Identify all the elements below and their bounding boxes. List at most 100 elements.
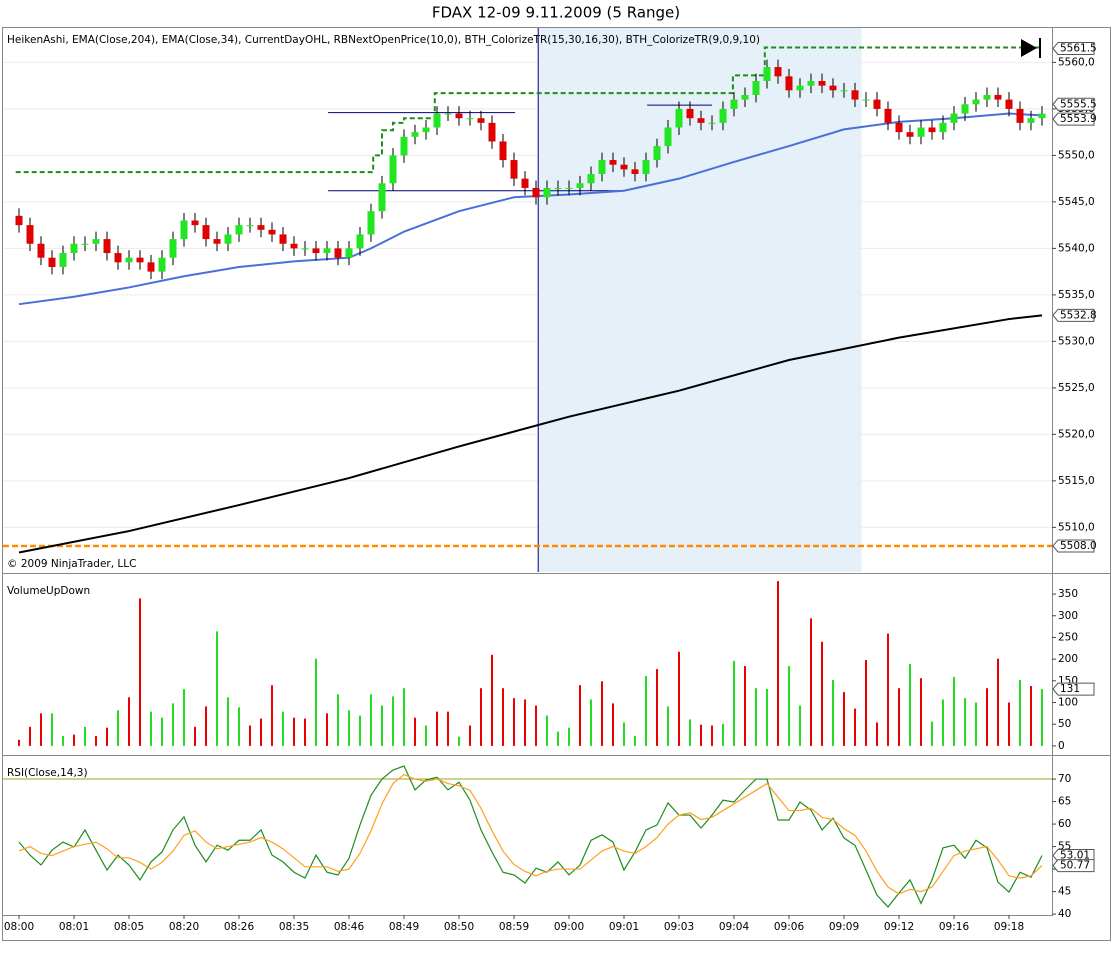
candle-body [488,122,496,142]
axes: 5510,0 5515,0 5520,0 5525,0 5530,0 5535,0 5540… [4,41,1097,933]
volume-bar [128,697,130,746]
candle-body [884,108,892,123]
candle-body [103,239,111,254]
candle-body [741,94,749,100]
volume-bar [326,713,328,746]
volume-bar [546,715,548,746]
volume-bar [62,735,64,746]
candle-body [664,127,672,147]
volume-bar [271,685,273,746]
volume-bar [304,718,306,746]
volume-bar [854,708,856,746]
volume-bar [139,598,141,746]
volume-bar [744,666,746,746]
volume-bar [788,666,790,746]
rsi-line [18,773,1043,895]
candle-body [444,113,452,115]
volume-bar [392,696,394,746]
y-tick-label: 5545,0 [1058,196,1095,208]
copyright: © 2009 NinjaTrader, LLC [7,558,136,570]
volume-bar [238,707,240,746]
volume-bar [887,633,889,746]
y-tick-label: 5540,0 [1058,242,1095,254]
y-tick-label: 70 [1058,773,1071,785]
volume-bar [843,692,845,746]
y-tick-label: 350 [1058,588,1078,600]
x-tick-label: 08:00 [4,921,34,933]
y-tick-label: 5550,0 [1058,149,1095,161]
volume-bar [601,681,603,746]
candle-body [169,239,177,258]
volume-bar [293,717,295,746]
volume-bar [667,706,669,746]
candle-body [961,104,969,114]
volume-bar [73,734,75,746]
price-flag-label: 131 [1060,683,1080,695]
volume-bar [579,685,581,746]
candle-body [367,211,375,235]
volume-bar [161,717,163,746]
price-flag-label: 5561.5 [1060,42,1097,54]
x-tick-label: 09:06 [774,921,805,933]
volume-bar [18,739,20,746]
candle-body [81,243,89,245]
volume-bar [1019,679,1021,746]
candle-body [246,225,254,227]
panel-label: RSI(Close,14,3) [7,767,88,779]
y-tick-label: 5530,0 [1058,335,1095,347]
volume-bar [766,689,768,746]
volume-bar [150,711,152,746]
volume-bar [480,688,482,746]
candle-body [565,187,573,189]
candle-body [37,243,45,258]
y-tick-label: 200 [1058,653,1078,665]
volume-bar [821,641,823,746]
candle-body [114,253,122,263]
volume-bar [414,717,416,746]
candle-body [59,253,67,267]
volume-bar [469,725,471,746]
frame [2,27,1111,941]
candle-body [510,160,518,179]
candle-body [829,85,837,91]
candle-body [521,178,529,188]
candle-body [323,248,331,254]
price-flag [1052,97,1095,111]
volume-bar [975,702,977,746]
price-flag [1052,539,1095,553]
y-tick-label: 65 [1058,796,1071,808]
candle-body [378,183,386,212]
panel-label: VolumeUpDown [7,585,90,597]
x-tick-label: 09:01 [609,921,639,933]
volume-bar [656,669,658,746]
candle-body [785,76,793,91]
ema-line [18,112,1043,306]
volume-bar [315,658,317,746]
candle-body [400,136,408,156]
volume-bar [84,726,86,746]
y-tick-label: 5515,0 [1058,475,1095,487]
volume-bar [623,722,625,746]
volume-bar [183,689,185,746]
volume-bar [986,688,988,746]
candle-body [598,160,606,174]
volume-bar [249,725,251,746]
volume-bar [1041,689,1043,746]
volume-bar [689,719,691,746]
x-tick-label: 08:05 [114,921,144,933]
candle-body [939,122,947,133]
volume-bar [260,718,262,746]
candle-body [917,127,925,137]
volume-bar [909,663,911,746]
volume-bar [953,676,955,746]
candle-body [807,81,815,86]
volume-bar [117,710,119,746]
volume-bar [502,688,504,746]
volume-bar [95,735,97,746]
candle-body [389,155,397,184]
x-tick-label: 09:16 [939,921,970,933]
candle-body [609,160,617,165]
candle-body [895,122,903,133]
candle-body [587,173,595,184]
candle-body [235,225,243,235]
